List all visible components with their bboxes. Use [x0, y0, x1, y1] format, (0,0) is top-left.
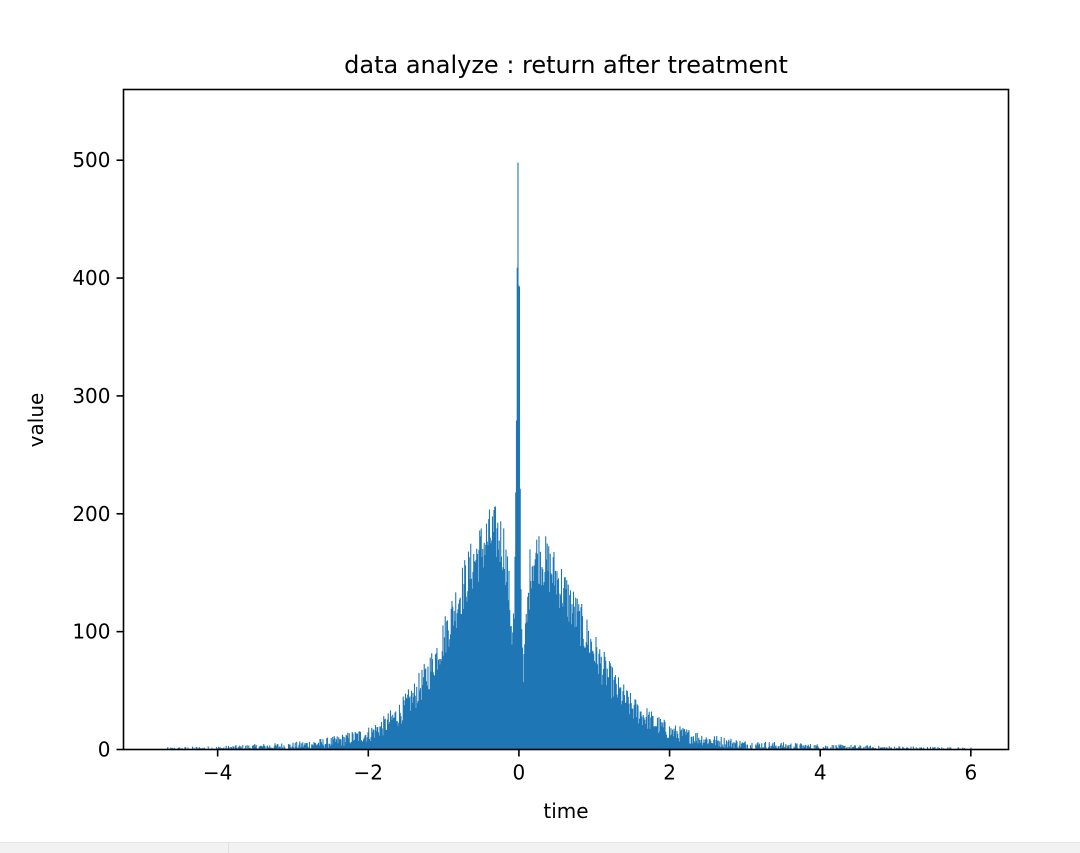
histogram-bar: [327, 738, 328, 750]
chart-title: data analyze : return after treatment: [344, 51, 788, 79]
x-tick-label: −2: [354, 761, 383, 785]
x-tick-label: −4: [203, 761, 232, 785]
y-axis-label: value: [24, 393, 48, 448]
x-tick-label: 4: [814, 761, 827, 785]
y-tick-label: 0: [98, 738, 111, 762]
histogram-bars: [165, 163, 972, 750]
y-axis-ticks: 0 100 200 300 400 500: [72, 148, 123, 761]
x-tick-label: 0: [513, 761, 526, 785]
x-axis-label: time: [543, 799, 588, 823]
y-tick-label: 500: [72, 148, 110, 172]
x-tick-label: 2: [663, 761, 676, 785]
y-tick-label: 200: [72, 502, 110, 526]
histogram-bar: [751, 743, 752, 750]
y-tick-label: 300: [72, 384, 110, 408]
histogram-bar: [309, 742, 310, 750]
x-tick-label: 6: [964, 761, 977, 785]
y-tick-label: 400: [72, 266, 110, 290]
y-tick-label: 100: [72, 620, 110, 644]
x-axis-ticks: −4 −2 0 2 4 6: [203, 750, 977, 785]
bottom-status-strip: [0, 842, 1080, 853]
